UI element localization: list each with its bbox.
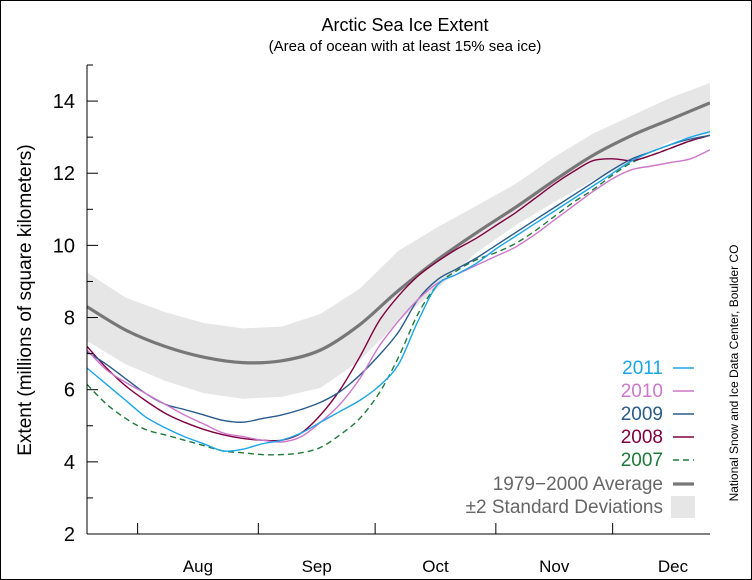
plot-content — [87, 83, 710, 456]
y-tick-label: 6 — [64, 380, 75, 402]
legend-label-2007: 2007 — [621, 450, 663, 471]
x-month-label: Dec — [658, 557, 689, 576]
legend-label-2009: 2009 — [621, 404, 663, 425]
series-line-2010 — [87, 149, 710, 443]
legend-label-2008: 2008 — [621, 427, 663, 448]
x-month-label: Oct — [422, 557, 449, 576]
y-tick-label: 8 — [64, 308, 75, 330]
series-line-2008 — [87, 134, 710, 442]
legend-label-std-dev: ±2 Standard Deviations — [466, 497, 663, 518]
legend-label-2011: 2011 — [622, 358, 663, 379]
source-credit: National Snow and Ice Data Center, Bould… — [727, 245, 741, 502]
series-line-2007 — [87, 134, 710, 456]
y-tick-label: 10 — [53, 235, 75, 257]
y-tick-label: 2 — [64, 524, 75, 546]
plot-area: 2 4 6 8 10 12 14 Aug Sep Oct Nov Dec — [53, 64, 710, 576]
y-axis-label: Extent (millions of square kilometers) — [15, 144, 36, 456]
series-line-2011 — [87, 131, 710, 452]
std-dev-band — [87, 83, 710, 399]
legend-label-2010: 2010 — [621, 381, 663, 402]
average-line — [87, 101, 710, 365]
x-month-label: Sep — [302, 557, 332, 576]
series-line-2009 — [87, 134, 710, 423]
x-month-label: Aug — [183, 557, 213, 576]
x-month-label: Nov — [539, 557, 570, 576]
y-tick-label: 4 — [64, 452, 75, 474]
legend-label-average: 1979−2000 Average — [493, 474, 663, 495]
chart-title: Arctic Sea Ice Extent — [321, 15, 488, 35]
legend-swatch-std-dev — [671, 496, 695, 518]
chart-subtitle: (Area of ocean with at least 15% sea ice… — [269, 38, 542, 55]
y-tick-label: 12 — [53, 163, 75, 185]
y-tick-label: 14 — [53, 91, 75, 113]
